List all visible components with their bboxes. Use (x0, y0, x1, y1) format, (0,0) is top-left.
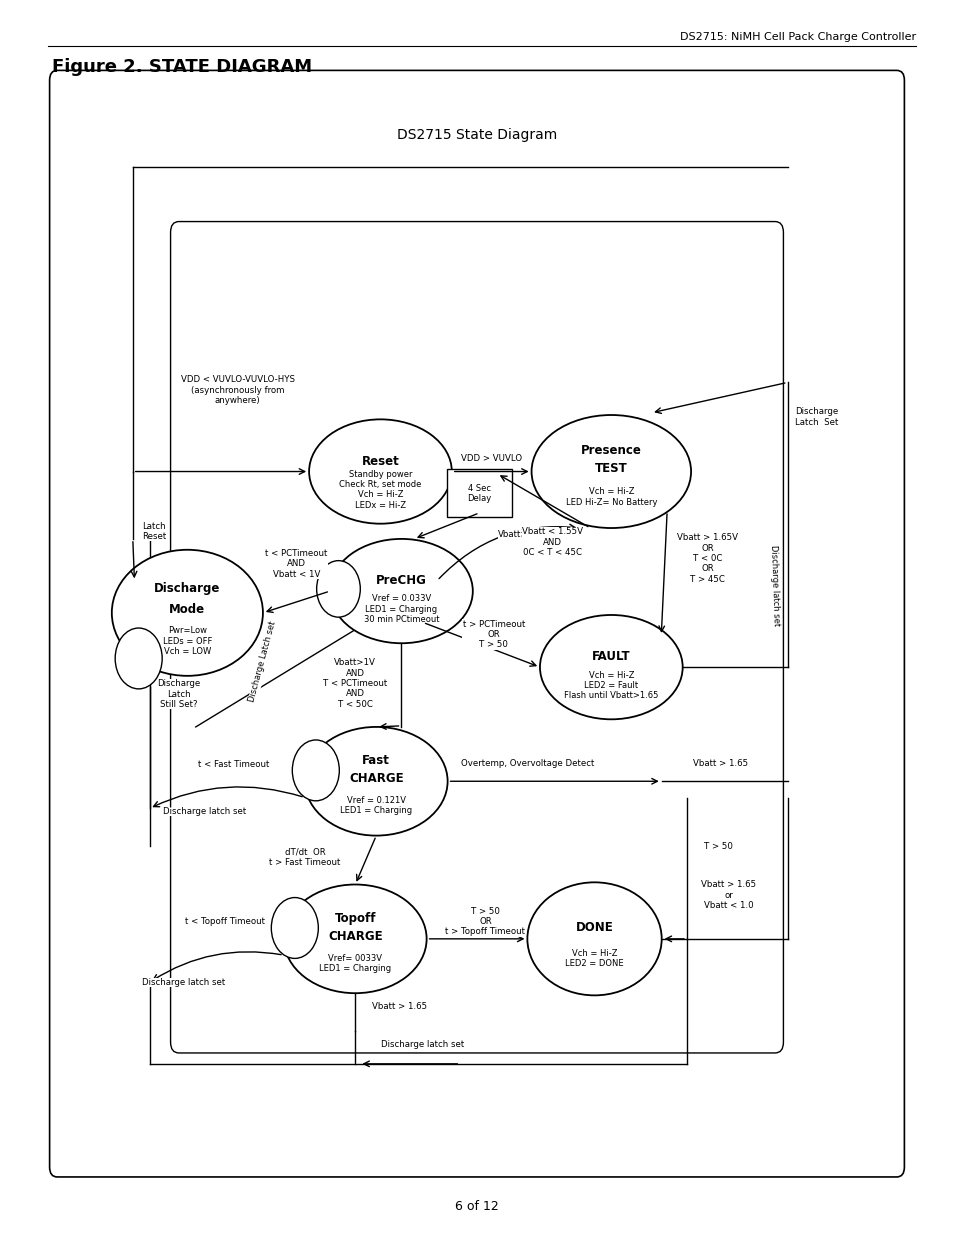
Text: Latch
Reset: Latch Reset (141, 521, 166, 541)
Text: t > PCTimeout
OR
T > 50: t > PCTimeout OR T > 50 (462, 620, 524, 650)
Text: VDD < VUVLO-VUVLO-HYS
(asynchronously from
anywhere): VDD < VUVLO-VUVLO-HYS (asynchronously fr… (180, 375, 294, 405)
Text: Discharge Latch set: Discharge Latch set (248, 620, 277, 703)
Text: Vbatt>1V
AND
T < PCTimeout
AND
T < 50C: Vbatt>1V AND T < PCTimeout AND T < 50C (323, 658, 387, 709)
Text: 4 Sec
Delay: 4 Sec Delay (467, 484, 491, 503)
Ellipse shape (112, 550, 263, 676)
Text: Vch = Hi-Z
LED2 = DONE: Vch = Hi-Z LED2 = DONE (564, 948, 623, 968)
Ellipse shape (531, 415, 690, 529)
Ellipse shape (527, 882, 661, 995)
Text: T > 50
OR
t > Topoff Timeout: T > 50 OR t > Topoff Timeout (445, 906, 525, 936)
Text: DONE: DONE (575, 921, 613, 934)
Text: VDD > VUVLO: VDD > VUVLO (460, 454, 521, 463)
Text: Vbatt > 1.65V
OR
T < 0C
OR
T > 45C: Vbatt > 1.65V OR T < 0C OR T > 45C (677, 534, 738, 584)
Ellipse shape (539, 615, 682, 719)
Text: Vbatt > 1.65
or
Vbatt < 1.0: Vbatt > 1.65 or Vbatt < 1.0 (700, 881, 756, 910)
Ellipse shape (284, 884, 426, 993)
Text: Figure 2. STATE DIAGRAM: Figure 2. STATE DIAGRAM (52, 58, 313, 77)
Text: Vbatt > 1.65: Vbatt > 1.65 (372, 1002, 427, 1010)
Ellipse shape (271, 898, 318, 958)
Text: Vbatt < 1.55V
AND
0C < T < 45C: Vbatt < 1.55V AND 0C < T < 45C (521, 527, 582, 557)
Text: TEST: TEST (595, 462, 627, 475)
Text: CHARGE: CHARGE (328, 930, 382, 942)
Text: DS2715: NiMH Cell Pack Charge Controller: DS2715: NiMH Cell Pack Charge Controller (679, 32, 915, 42)
Text: T > 50: T > 50 (703, 842, 732, 851)
Text: Standby power
Check Rt, set mode
Vch = Hi-Z
LEDx = Hi-Z: Standby power Check Rt, set mode Vch = H… (339, 469, 421, 510)
Text: Discharge latch set: Discharge latch set (380, 1040, 463, 1049)
Text: Discharge
Latch  Set: Discharge Latch Set (795, 408, 838, 427)
Text: Vch = Hi-Z
LED2 = Fault
Flash until Vbatt>1.65: Vch = Hi-Z LED2 = Fault Flash until Vbat… (563, 671, 658, 700)
Text: t < Fast Timeout: t < Fast Timeout (197, 761, 269, 769)
Text: CHARGE: CHARGE (349, 772, 403, 785)
Text: Discharge: Discharge (154, 583, 220, 595)
Text: Vbatt > 1.65: Vbatt > 1.65 (692, 760, 747, 768)
Text: dT/dt  OR
t > Fast Timeout: dT/dt OR t > Fast Timeout (269, 847, 340, 867)
Text: FAULT: FAULT (592, 650, 630, 663)
Text: Vch = Hi-Z
LED Hi-Z= No Battery: Vch = Hi-Z LED Hi-Z= No Battery (565, 488, 657, 506)
Text: Vref= 0033V
LED1 = Charging: Vref= 0033V LED1 = Charging (319, 953, 391, 973)
Ellipse shape (292, 740, 339, 800)
Text: Discharge latch set: Discharge latch set (768, 545, 781, 626)
Text: Vref = 0.121V
LED1 = Charging: Vref = 0.121V LED1 = Charging (340, 797, 412, 815)
Text: PreCHG: PreCHG (375, 574, 426, 587)
Text: Mode: Mode (169, 603, 205, 616)
Ellipse shape (305, 727, 447, 836)
Text: t < Topoff Timeout: t < Topoff Timeout (185, 916, 265, 926)
Text: 6 of 12: 6 of 12 (455, 1199, 498, 1213)
Text: Vbatt>1.65: Vbatt>1.65 (497, 530, 547, 538)
Text: DS2715 State Diagram: DS2715 State Diagram (396, 127, 557, 142)
Text: Topoff: Topoff (335, 911, 375, 925)
Ellipse shape (330, 538, 473, 643)
Text: Discharge latch set: Discharge latch set (162, 808, 246, 816)
Text: Fast: Fast (362, 755, 390, 767)
Text: Discharge
Latch
Still Set?: Discharge Latch Still Set? (157, 679, 200, 709)
Text: Overtemp, Overvoltage Detect: Overtemp, Overvoltage Detect (460, 760, 594, 768)
Ellipse shape (316, 561, 360, 618)
Text: t < PCTimeout
AND
Vbatt < 1V: t < PCTimeout AND Vbatt < 1V (265, 550, 327, 579)
Ellipse shape (309, 420, 452, 524)
Text: Presence: Presence (580, 443, 641, 457)
Text: Vref = 0.033V
LED1 = Charging
30 min PCtimeout: Vref = 0.033V LED1 = Charging 30 min PCt… (363, 594, 438, 624)
Text: Pwr=Low
LEDs = OFF
Vch = LOW: Pwr=Low LEDs = OFF Vch = LOW (163, 626, 212, 656)
FancyBboxPatch shape (446, 469, 512, 517)
Text: Reset: Reset (361, 454, 399, 468)
Ellipse shape (115, 629, 162, 689)
Text: Discharge latch set: Discharge latch set (141, 978, 225, 987)
